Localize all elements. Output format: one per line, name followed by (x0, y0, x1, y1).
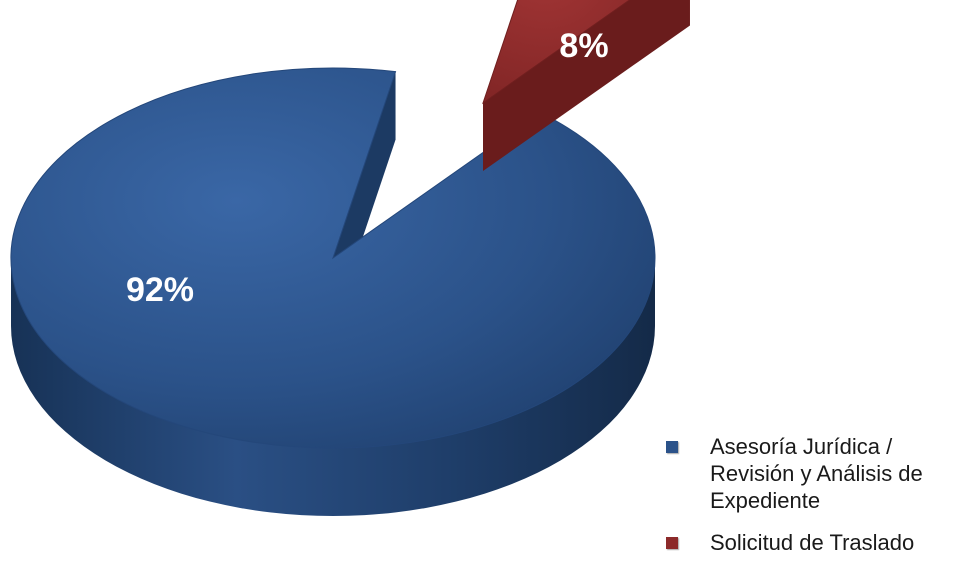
legend-label: Solicitud de Traslado (710, 530, 915, 555)
legend-item-asesoria: Asesoría Jurídica / Revisión y Análisis … (666, 433, 956, 514)
pct-label-8: 8% (559, 27, 608, 65)
slice-asesoria (10, 67, 656, 516)
legend-swatch-blue (666, 441, 678, 453)
legend-swatch-red (666, 537, 678, 549)
slice-traslado (482, 0, 690, 171)
legend-label: Asesoría Jurídica / Revisión y Análisis … (710, 434, 923, 513)
legend: Asesoría Jurídica / Revisión y Análisis … (666, 433, 956, 571)
legend-item-traslado: Solicitud de Traslado (666, 529, 956, 556)
pct-label-92: 92% (126, 271, 194, 309)
